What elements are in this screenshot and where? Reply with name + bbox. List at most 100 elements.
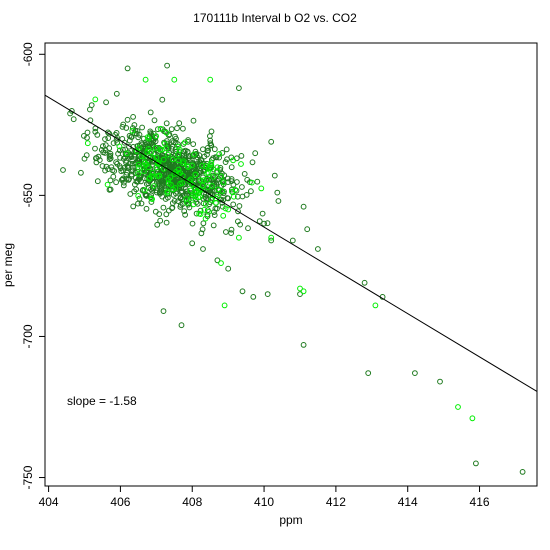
data-point <box>120 146 126 153</box>
data-point <box>219 170 225 177</box>
x-tick-label: 404 <box>39 495 59 509</box>
data-point <box>189 240 196 247</box>
data-point <box>220 212 227 219</box>
data-point <box>142 187 148 194</box>
data-point <box>136 164 142 171</box>
data-point <box>186 204 193 211</box>
data-point <box>297 285 303 292</box>
data-point <box>202 215 209 222</box>
data-point <box>135 134 142 141</box>
data-point <box>163 219 170 226</box>
data-point <box>206 208 212 215</box>
data-point <box>204 176 211 183</box>
data-point <box>212 154 219 161</box>
data-point <box>159 96 166 103</box>
data-point <box>81 155 88 162</box>
data-point <box>130 167 136 174</box>
data-point <box>183 196 190 202</box>
data-point <box>213 200 219 206</box>
data-point <box>250 294 257 300</box>
data-point <box>200 146 206 153</box>
data-point <box>236 85 242 91</box>
data-point <box>106 145 113 152</box>
data-point <box>116 147 123 154</box>
data-point <box>180 158 187 165</box>
data-point <box>207 76 214 83</box>
data-point <box>455 404 461 410</box>
data-point <box>151 117 158 124</box>
data-point <box>189 168 195 174</box>
data-point <box>130 114 137 120</box>
data-point <box>208 128 215 135</box>
data-point <box>191 151 198 158</box>
data-point <box>216 151 223 157</box>
data-point <box>225 175 231 182</box>
data-point <box>225 206 232 213</box>
data-point <box>120 155 127 162</box>
data-point <box>304 226 311 233</box>
data-point <box>107 150 114 157</box>
data-point <box>148 131 155 138</box>
data-point <box>169 156 176 163</box>
data-point <box>201 206 208 213</box>
data-point <box>136 195 143 202</box>
data-point <box>78 169 84 176</box>
data-point <box>165 151 171 158</box>
data-point <box>220 179 227 186</box>
data-point <box>172 133 178 140</box>
data-point <box>167 164 174 171</box>
data-point <box>120 121 127 128</box>
data-point <box>128 154 135 161</box>
x-tick-label: 414 <box>398 495 418 509</box>
data-point <box>100 143 106 150</box>
data-point <box>139 187 146 194</box>
data-point <box>106 153 113 160</box>
data-point <box>155 149 162 156</box>
data-point <box>192 193 199 200</box>
data-point <box>256 218 263 225</box>
data-point <box>202 201 209 207</box>
data-point <box>203 177 209 184</box>
data-point <box>92 128 99 135</box>
data-point <box>98 147 105 153</box>
data-point <box>238 161 244 167</box>
data-point <box>232 186 239 193</box>
data-point <box>222 205 229 212</box>
data-point <box>170 186 177 193</box>
data-point <box>176 120 183 127</box>
data-point <box>182 139 188 146</box>
y-axis: -600 -650 -700 -750 <box>21 42 45 490</box>
data-point <box>204 170 210 177</box>
data-point <box>197 207 204 214</box>
data-point <box>160 308 167 315</box>
data-point <box>187 187 194 194</box>
data-point <box>107 177 114 184</box>
data-point <box>128 134 135 140</box>
x-tick-label: 410 <box>254 495 274 509</box>
data-point <box>224 195 231 201</box>
data-point <box>135 161 142 168</box>
data-point <box>191 162 198 169</box>
data-point <box>177 194 184 201</box>
data-point <box>238 153 245 159</box>
data-point <box>230 201 237 208</box>
data-point <box>131 122 138 128</box>
y-tick-label: -700 <box>21 324 35 348</box>
data-point <box>194 200 201 207</box>
data-point <box>184 200 190 206</box>
data-point <box>252 150 259 157</box>
y-tick-label: -750 <box>21 465 35 489</box>
data-point <box>148 149 155 156</box>
data-point <box>300 203 307 210</box>
data-point <box>60 167 66 173</box>
data-point <box>218 260 224 267</box>
data-point <box>130 125 136 131</box>
data-point <box>180 125 186 132</box>
slope-annotation: slope = -1.58 <box>67 394 137 408</box>
data-point <box>169 154 176 160</box>
data-point <box>297 291 303 298</box>
data-point <box>200 177 207 184</box>
data-point <box>163 120 170 127</box>
data-point <box>124 116 131 123</box>
data-point <box>166 157 172 164</box>
